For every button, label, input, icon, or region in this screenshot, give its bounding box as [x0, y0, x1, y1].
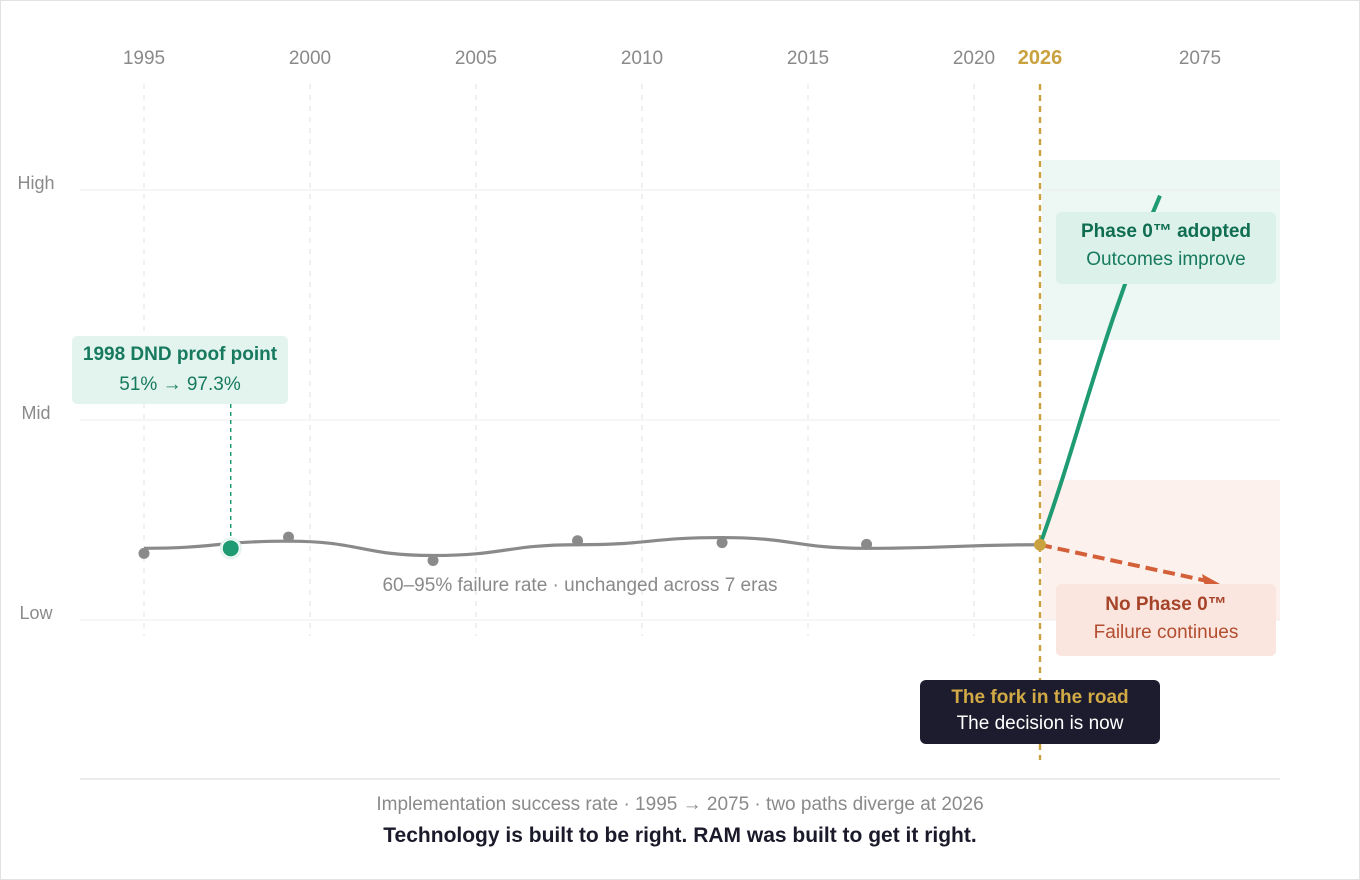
proof-point-value: 51% → 97.3% — [119, 374, 241, 395]
proof-point-callout: 1998 DND proof point 51% → 97.3% — [72, 336, 288, 404]
y-tick-label: Low — [19, 603, 53, 623]
x-tick-label: 2010 — [621, 48, 663, 69]
adopted-title: Phase 0™ adopted — [1081, 221, 1251, 242]
history-line — [143, 535, 1041, 558]
x-tick-label: 2026 — [1018, 47, 1063, 69]
chart-tagline: Technology is built to be right. RAM was… — [383, 824, 977, 847]
x-tick-label: 2020 — [953, 48, 995, 69]
history-point — [283, 531, 295, 543]
fork-subtitle: The decision is now — [956, 713, 1124, 734]
x-tick-label: 2005 — [455, 48, 497, 69]
fork-callout: The fork in the road The decision is now — [920, 680, 1160, 744]
history-point — [427, 555, 439, 566]
fork-point — [1034, 538, 1046, 551]
y-tick-label: High — [17, 173, 54, 193]
not-adopted-subtitle: Failure continues — [1093, 622, 1239, 643]
x-tick-label: 2015 — [787, 48, 829, 69]
x-tick-label: 2075 — [1179, 48, 1221, 69]
not-adopted-callout: No Phase 0™ Failure continues — [1056, 584, 1276, 656]
x-tick-label: 1995 — [123, 48, 165, 69]
history-point — [572, 535, 584, 547]
fork-title: The fork in the road — [951, 687, 1129, 708]
history-note: 60–95% failure rate · unchanged across 7… — [382, 575, 777, 596]
history-point — [138, 547, 150, 559]
not-adopted-title: No Phase 0™ — [1105, 594, 1227, 615]
y-tick-label: Mid — [21, 403, 50, 423]
adopted-subtitle: Outcomes improve — [1086, 249, 1246, 270]
adopted-callout: Phase 0™ adopted Outcomes improve — [1056, 212, 1276, 284]
proof-point-title: 1998 DND proof point — [82, 344, 278, 365]
x-tick-label: 2000 — [289, 48, 331, 69]
history-point — [861, 538, 873, 550]
history-point — [716, 537, 728, 549]
proof-point-marker — [222, 540, 239, 557]
chart-caption: Implementation success rate · 1995 → 207… — [376, 794, 984, 815]
no-adopt-path-line — [1039, 542, 1213, 584]
